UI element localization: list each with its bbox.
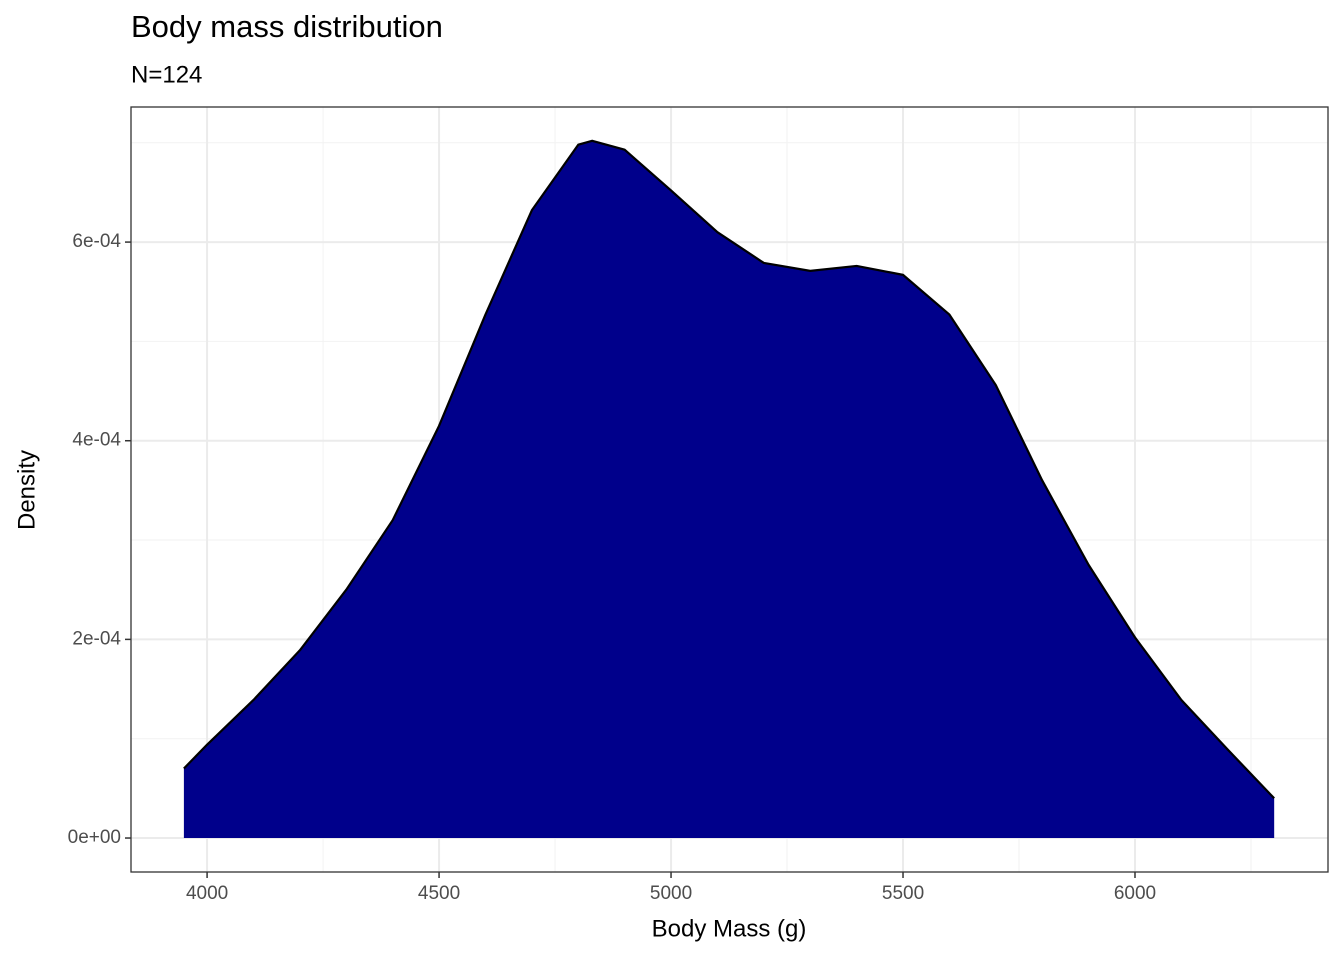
x-tick-label: 6000	[1114, 883, 1156, 904]
x-tick-label: 5000	[650, 883, 692, 904]
y-axis-title: Density	[13, 450, 40, 530]
panel-border	[130, 106, 1329, 873]
x-axis-title: Body Mass (g)	[652, 915, 807, 942]
density-line	[183, 139, 1275, 800]
y-tick-label: 6e-04	[72, 231, 121, 252]
x-tick-label: 5500	[882, 883, 924, 904]
density-area	[183, 140, 1275, 839]
chart-subtitle: N=124	[131, 61, 202, 88]
x-tick-label: 4500	[418, 883, 460, 904]
chart-title: Body mass distribution	[131, 9, 443, 44]
y-tick-label: 4e-04	[72, 430, 121, 451]
x-tick-label: 4000	[186, 883, 228, 904]
y-tick-label: 0e+00	[68, 827, 121, 848]
y-tick-label: 2e-04	[72, 628, 121, 649]
